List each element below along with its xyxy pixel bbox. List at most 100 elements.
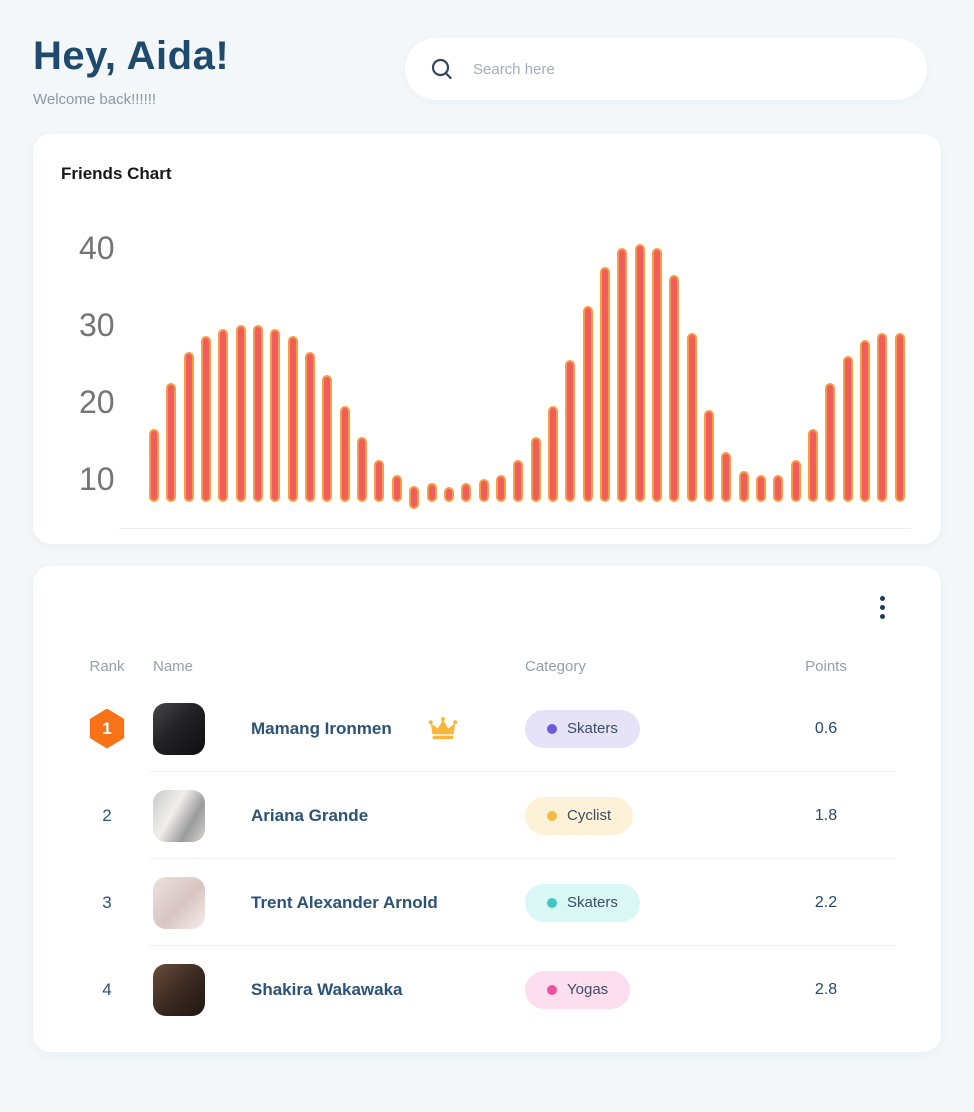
category-badge: Yogas bbox=[525, 970, 631, 1009]
points-value: 1.8 bbox=[814, 806, 838, 824]
chart-baseline bbox=[119, 528, 911, 529]
y-axis-label: 10 bbox=[79, 460, 115, 497]
category-label: Yogas bbox=[567, 981, 609, 998]
column-header-rank: Rank bbox=[89, 658, 125, 675]
category-label: Skaters bbox=[567, 894, 618, 911]
chart-bar bbox=[253, 324, 264, 502]
search-icon bbox=[429, 56, 455, 82]
rank-badge: 4 bbox=[102, 979, 112, 999]
chart-bar bbox=[756, 475, 767, 502]
chart-bar bbox=[443, 486, 454, 502]
chart-bar bbox=[391, 475, 402, 502]
table-row[interactable]: 4 Shakira Wakawaka Yogas 2.8 bbox=[33, 946, 941, 1033]
crown-icon bbox=[428, 716, 458, 741]
friend-name: Mamang Ironmen bbox=[251, 718, 392, 738]
points-value: 2.2 bbox=[814, 893, 838, 911]
leaderboard-card: Rank Name Category Points 1 Mamang Ironm… bbox=[33, 566, 941, 1052]
points-value: 2.8 bbox=[814, 980, 838, 998]
chart-bar bbox=[842, 355, 853, 502]
y-axis-label: 20 bbox=[79, 383, 115, 420]
category-dot-icon bbox=[547, 984, 557, 995]
points-value: 0.6 bbox=[814, 719, 838, 737]
page-title: Hey, Aida! bbox=[33, 34, 230, 78]
y-axis: 10 20 30 40 bbox=[79, 232, 139, 502]
chart-bar bbox=[409, 485, 420, 509]
category-badge: Skaters bbox=[525, 883, 640, 922]
chart-bar bbox=[790, 459, 801, 502]
leaderboard-rows: 1 Mamang Ironmen Skaters 0.6 bbox=[33, 685, 941, 1033]
friend-name: Trent Alexander Arnold bbox=[251, 892, 438, 912]
chart-bar bbox=[530, 436, 541, 502]
table-row[interactable]: 1 Mamang Ironmen Skaters 0.6 bbox=[33, 685, 941, 772]
chart-bars bbox=[149, 240, 905, 509]
welcome-subtitle: Welcome back!!!!!! bbox=[33, 91, 157, 108]
category-badge: Cyclist bbox=[525, 796, 634, 835]
chart-bar bbox=[339, 405, 350, 502]
search-bar[interactable] bbox=[405, 38, 927, 100]
chart-bar bbox=[877, 332, 888, 502]
chart-title: Friends Chart bbox=[61, 164, 172, 183]
chart-bar bbox=[634, 244, 645, 502]
chart-bar bbox=[166, 382, 177, 502]
friend-name: Ariana Grande bbox=[251, 805, 369, 825]
more-options-icon[interactable] bbox=[876, 592, 889, 623]
category-dot-icon bbox=[547, 810, 557, 821]
chart-bar bbox=[894, 332, 905, 502]
column-header-points: Points bbox=[805, 658, 847, 675]
chart-bar bbox=[478, 478, 489, 502]
chart-bar bbox=[201, 336, 212, 502]
chart-bar bbox=[704, 409, 714, 502]
header: Hey, Aida! Welcome back!!!!!! bbox=[0, 0, 974, 108]
chart-bar bbox=[426, 482, 437, 502]
search-input[interactable] bbox=[473, 60, 903, 78]
chart-bar bbox=[738, 471, 749, 502]
chart-bar bbox=[235, 324, 246, 502]
chart-bar bbox=[513, 459, 524, 502]
chart-bar bbox=[808, 428, 819, 502]
chart-bar bbox=[461, 482, 472, 502]
chart-bar bbox=[565, 359, 576, 502]
chart-bar bbox=[721, 451, 732, 502]
category-badge: Skaters bbox=[525, 709, 640, 748]
column-header-category: Category bbox=[525, 658, 586, 675]
chart-bar bbox=[582, 305, 593, 502]
chart-bar bbox=[149, 428, 159, 502]
rank-badge: 2 bbox=[102, 805, 112, 825]
chart-bar bbox=[218, 328, 229, 502]
chart-bar bbox=[825, 382, 836, 502]
table-row[interactable]: 3 Trent Alexander Arnold Skaters bbox=[33, 859, 941, 946]
avatar bbox=[153, 789, 205, 842]
chart-bar bbox=[270, 328, 281, 502]
chart-bar bbox=[773, 475, 784, 502]
table-row[interactable]: 2 Ariana Grande Cyclist 1.8 bbox=[33, 772, 941, 859]
chart-bar bbox=[374, 459, 385, 502]
avatar bbox=[153, 702, 205, 755]
chart-bar bbox=[305, 351, 316, 502]
category-dot-icon bbox=[547, 897, 557, 908]
friend-name: Shakira Wakawaka bbox=[251, 979, 403, 999]
chart-bar bbox=[547, 405, 558, 502]
chart-bar bbox=[495, 475, 506, 502]
chart-bar bbox=[322, 374, 333, 502]
table-header: Rank Name Category Points bbox=[33, 658, 941, 675]
category-label: Skaters bbox=[567, 720, 618, 737]
chart-bar bbox=[686, 332, 697, 502]
chart-bar bbox=[357, 436, 368, 502]
category-dot-icon bbox=[547, 723, 557, 734]
rank-badge: 3 bbox=[102, 892, 112, 912]
chart-bar bbox=[617, 247, 628, 502]
y-axis-label: 40 bbox=[79, 229, 115, 266]
category-label: Cyclist bbox=[567, 807, 612, 824]
column-header-name: Name bbox=[153, 658, 194, 675]
chart-bar bbox=[183, 351, 194, 502]
chart-bar bbox=[651, 247, 662, 502]
avatar bbox=[153, 963, 205, 1016]
chart-bar bbox=[287, 336, 298, 502]
friends-chart: 10 20 30 40 bbox=[61, 232, 911, 509]
chart-bar bbox=[860, 340, 871, 502]
y-axis-label: 30 bbox=[79, 306, 115, 343]
rank-badge: 1 bbox=[89, 708, 125, 749]
greeting-block: Hey, Aida! Welcome back!!!!!! bbox=[33, 34, 229, 108]
chart-bar bbox=[669, 274, 680, 502]
